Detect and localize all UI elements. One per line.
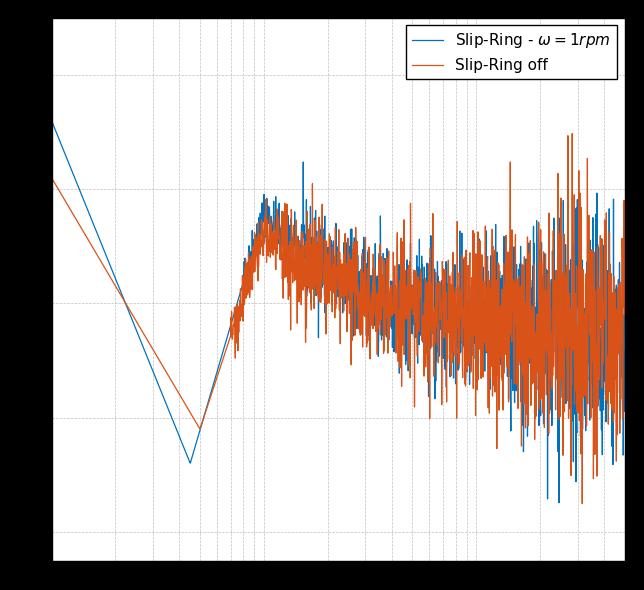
Slip-Ring off — [621, 313, 629, 320]
Slip-Ring off — [499, 297, 507, 304]
Slip-Ring off — [578, 500, 586, 507]
Slip-Ring off — [48, 174, 55, 181]
Slip-Ring - $\omega = 1rpm$ — [605, 356, 612, 363]
Slip-Ring off — [605, 421, 612, 428]
Slip-Ring - $\omega = 1rpm$ — [48, 117, 55, 124]
Line: Slip-Ring - $\omega = 1rpm$: Slip-Ring - $\omega = 1rpm$ — [52, 120, 625, 503]
Slip-Ring - $\omega = 1rpm$ — [621, 251, 629, 258]
Slip-Ring off — [327, 233, 334, 240]
Slip-Ring off — [605, 327, 612, 335]
Slip-Ring - $\omega = 1rpm$ — [604, 400, 612, 407]
Slip-Ring - $\omega = 1rpm$ — [327, 252, 334, 259]
Line: Slip-Ring off: Slip-Ring off — [52, 133, 625, 504]
Legend: Slip-Ring - $\omega = 1rpm$, Slip-Ring off: Slip-Ring - $\omega = 1rpm$, Slip-Ring o… — [406, 25, 617, 79]
Slip-Ring off — [569, 130, 576, 137]
Slip-Ring - $\omega = 1rpm$ — [77, 189, 84, 196]
Slip-Ring off — [311, 217, 319, 224]
Slip-Ring - $\omega = 1rpm$ — [555, 499, 563, 506]
Slip-Ring - $\omega = 1rpm$ — [499, 324, 507, 332]
Slip-Ring off — [77, 224, 84, 231]
Slip-Ring - $\omega = 1rpm$ — [311, 285, 319, 292]
